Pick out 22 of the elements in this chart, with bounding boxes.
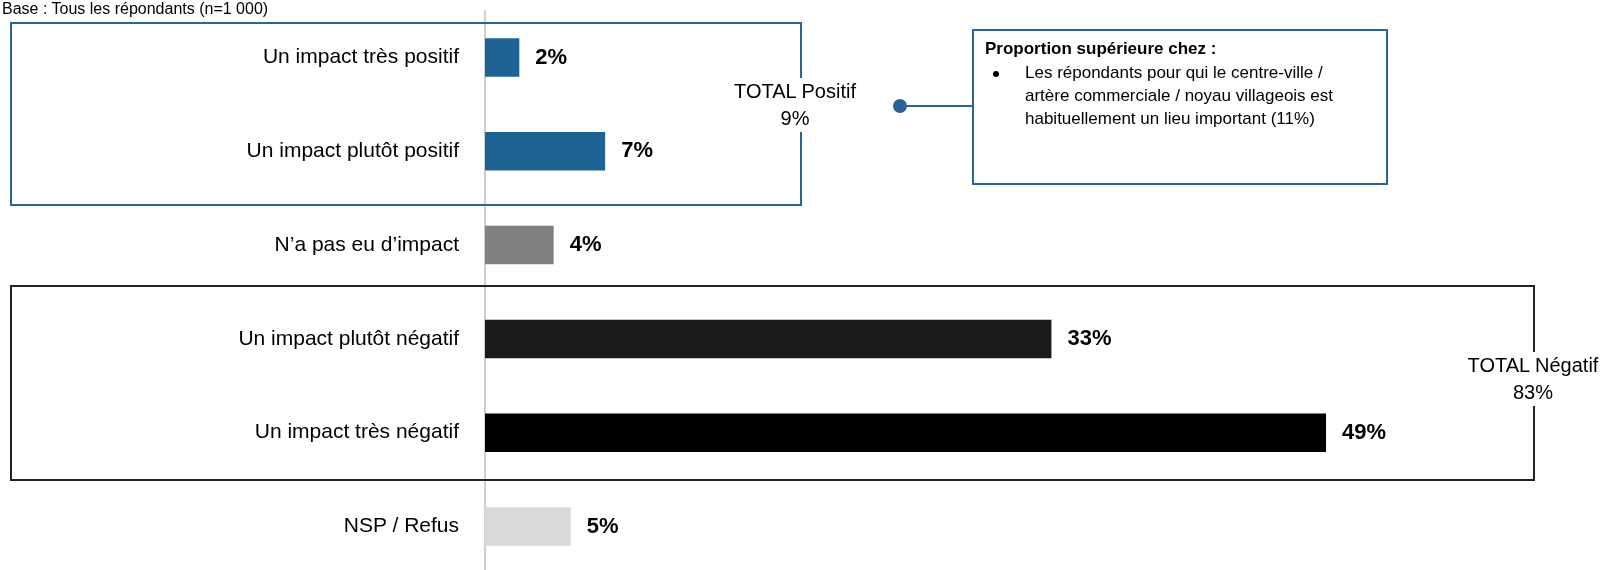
y-tick-label: Un impact très positif	[262, 44, 460, 68]
bar	[485, 132, 606, 171]
text: TOTAL Négatif 83%	[1458, 352, 1608, 406]
data-label: 5%	[586, 512, 619, 538]
data-label: 49%	[1342, 418, 1387, 444]
bar	[485, 319, 1052, 359]
bar	[485, 38, 520, 77]
y-tick-label: N’a pas eu d’impact	[274, 231, 460, 255]
annotation: Proportion supérieure chez :	[985, 38, 1218, 60]
data-label: 4%	[569, 231, 602, 257]
data-label: 7%	[621, 137, 653, 163]
y-tick-label: Un impact plutôt négatif	[238, 325, 460, 349]
data-label: 33%	[1067, 324, 1112, 350]
y-tick-label: Un impact très négatif	[254, 419, 460, 443]
y-tick-label: NSP / Refus	[343, 513, 459, 537]
text: Base : Tous les répondants (n=1 000)	[2, 0, 270, 19]
data-label: 2%	[535, 43, 568, 69]
bar	[485, 413, 1327, 452]
annotation: TOTAL Positif 9%	[720, 78, 870, 132]
y-tick-label: Un impact plutôt positif	[246, 138, 460, 162]
annotation: Les répondants pour qui le centre-ville / artère commerciale / noyau villageois est habituellement un lieu important (11%)	[1025, 62, 1335, 130]
bar	[485, 225, 554, 265]
